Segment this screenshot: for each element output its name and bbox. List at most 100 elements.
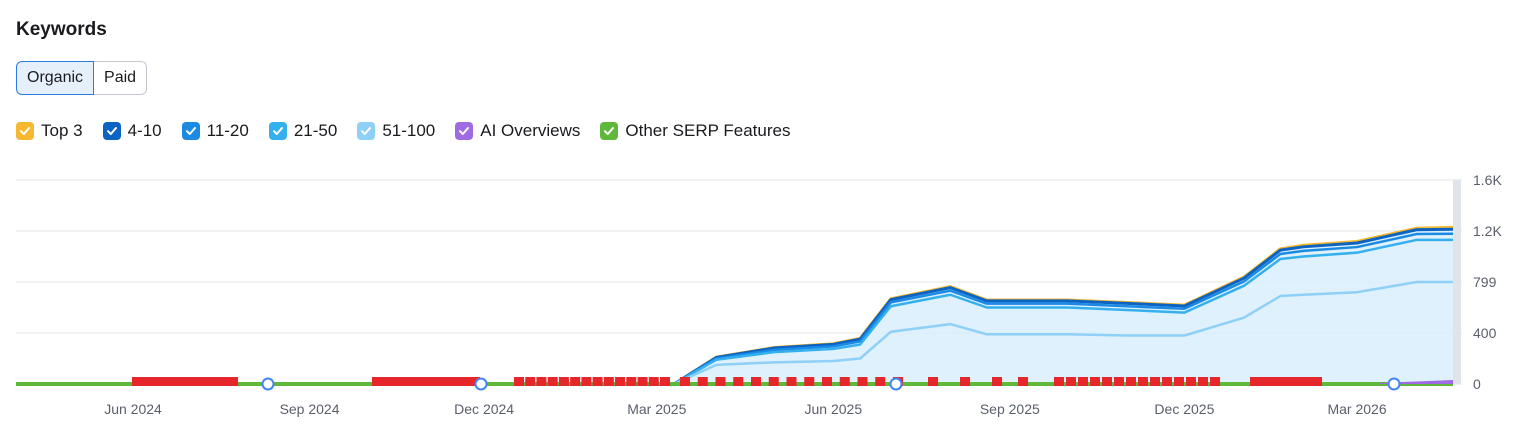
checkbox-checked-icon[interactable] bbox=[102, 122, 121, 140]
flag-marker-icon bbox=[424, 377, 435, 386]
flag-marker-icon bbox=[198, 377, 209, 386]
flag-marker-icon bbox=[626, 377, 637, 386]
legend-item-other-serp-features[interactable]: Other SERP Features bbox=[600, 121, 790, 141]
flag-marker-icon bbox=[417, 377, 428, 386]
flag-marker-icon bbox=[402, 377, 413, 386]
paid-tab[interactable]: Paid bbox=[94, 61, 148, 95]
flag-marker-icon bbox=[514, 377, 524, 386]
flag-marker-icon bbox=[1018, 377, 1028, 386]
flag-marker-icon bbox=[1054, 377, 1064, 386]
flag-marker-icon bbox=[213, 377, 224, 386]
flag-marker-icon bbox=[1210, 377, 1220, 386]
flag-marker-icon bbox=[960, 377, 970, 386]
legend-item-ai-overviews[interactable]: AI Overviews bbox=[455, 121, 580, 141]
flag-marker-icon bbox=[751, 377, 761, 386]
flag-marker-icon bbox=[409, 377, 420, 386]
flag-marker-icon bbox=[447, 377, 458, 386]
flag-marker-icon bbox=[1274, 377, 1285, 386]
legend-item-11-20[interactable]: 11-20 bbox=[181, 121, 249, 141]
flag-marker-icon bbox=[161, 377, 172, 386]
flag-marker-icon bbox=[1250, 377, 1260, 386]
x-tick-label: Jun 2024 bbox=[104, 401, 162, 417]
flag-marker-icon bbox=[183, 377, 194, 386]
legend-item-4-10[interactable]: 4-10 bbox=[102, 121, 162, 141]
checkbox-checked-icon[interactable] bbox=[16, 122, 34, 140]
flag-marker-icon bbox=[146, 377, 157, 386]
legend-label: Other SERP Features bbox=[625, 121, 791, 140]
flag-marker-icon bbox=[536, 377, 547, 386]
flag-marker-icon bbox=[804, 377, 815, 386]
checkbox-checked-icon[interactable] bbox=[268, 122, 287, 140]
flag-marker-icon bbox=[680, 377, 690, 386]
series-line-11-20 bbox=[673, 232, 1454, 386]
legend-label: 51-100 bbox=[382, 121, 436, 140]
x-tick-label: Dec 2024 bbox=[454, 401, 514, 417]
y-tick-label: 0 bbox=[1473, 376, 1481, 392]
flag-marker-icon bbox=[1287, 377, 1298, 386]
flag-marker-icon bbox=[581, 377, 592, 386]
flag-marker-icon bbox=[648, 377, 659, 386]
flag-marker-icon bbox=[1126, 377, 1136, 386]
keywords-area-chart: 0 400 799 1.2K 1.6K Jun 2024 Sep 2024 Dec 2024 M… bbox=[16, 172, 1502, 417]
flag-marker-icon bbox=[1162, 377, 1172, 386]
flag-marker-icon bbox=[1114, 377, 1124, 386]
flag-marker-icon bbox=[768, 377, 779, 386]
checkbox-checked-icon[interactable] bbox=[357, 122, 376, 140]
flag-marker-icon bbox=[525, 377, 536, 386]
flag-marker-icon bbox=[637, 377, 648, 386]
flag-marker-icon bbox=[1090, 377, 1100, 386]
flag-marker-icon bbox=[558, 377, 569, 386]
flag-marker-icon bbox=[928, 377, 938, 386]
flag-marker-icon bbox=[154, 377, 165, 386]
flag-marker-icon bbox=[875, 377, 886, 386]
flag-marker-icon bbox=[839, 377, 850, 386]
flag-marker-icon bbox=[1102, 377, 1112, 386]
flag-marker-icon bbox=[379, 377, 390, 386]
flag-marker-icon bbox=[592, 377, 603, 386]
flag-marker-icon bbox=[168, 377, 179, 386]
google-update-icon bbox=[474, 377, 488, 391]
flag-marker-icon bbox=[615, 377, 626, 386]
flag-marker-icon bbox=[1078, 377, 1088, 386]
legend-label: 11-20 bbox=[206, 121, 249, 140]
x-tick-label: Mar 2026 bbox=[1327, 401, 1386, 417]
x-tick-label: Dec 2025 bbox=[1154, 401, 1214, 417]
flag-marker-icon bbox=[176, 377, 187, 386]
series-line-4-10 bbox=[673, 227, 1454, 386]
organic-paid-toggle: Organic Paid bbox=[16, 61, 148, 95]
flag-marker-icon bbox=[1198, 377, 1208, 386]
legend-item-21-50[interactable]: 21-50 bbox=[268, 121, 337, 141]
flag-marker-icon bbox=[697, 377, 708, 386]
legend-label: AI Overviews bbox=[480, 121, 581, 140]
flag-marker-icon bbox=[1066, 377, 1076, 386]
flag-marker-icon bbox=[570, 377, 581, 386]
flag-marker-icon bbox=[1268, 377, 1279, 386]
x-tick-label: Mar 2025 bbox=[627, 401, 686, 417]
checkbox-checked-icon[interactable] bbox=[455, 122, 474, 140]
y-tick-label: 1.2K bbox=[1473, 223, 1502, 239]
flag-marker-icon bbox=[1281, 377, 1291, 386]
y-tick-label: 400 bbox=[1473, 325, 1497, 341]
flag-marker-icon bbox=[733, 377, 744, 386]
legend-item-top3[interactable]: Top 3 bbox=[16, 121, 83, 141]
legend-item-51-100[interactable]: 51-100 bbox=[357, 121, 435, 141]
flag-marker-icon bbox=[191, 377, 202, 386]
section-title: Keywords bbox=[16, 19, 107, 40]
series-line-21-50 bbox=[673, 238, 1453, 386]
flag-marker-icon bbox=[857, 377, 868, 386]
flag-marker-icon bbox=[1256, 377, 1267, 386]
flag-marker-icon bbox=[454, 377, 465, 386]
flag-marker-icon bbox=[1299, 377, 1310, 386]
checkbox-checked-icon[interactable] bbox=[600, 122, 619, 140]
flag-marker-icon bbox=[220, 377, 231, 386]
flag-marker-icon bbox=[1293, 377, 1304, 386]
flag-marker-icon bbox=[372, 377, 382, 386]
flag-marker-icon bbox=[1174, 377, 1184, 386]
organic-tab[interactable]: Organic bbox=[16, 61, 95, 95]
legend-label: Top 3 bbox=[41, 121, 83, 140]
area-fill bbox=[674, 227, 1453, 384]
x-tick-label: Sep 2025 bbox=[980, 401, 1040, 417]
chart-legend: Top 3 4-10 11-20 21-50 51-100 AI Overvie… bbox=[16, 121, 810, 141]
checkbox-checked-icon[interactable] bbox=[181, 122, 200, 140]
google-update-icon bbox=[261, 377, 275, 391]
